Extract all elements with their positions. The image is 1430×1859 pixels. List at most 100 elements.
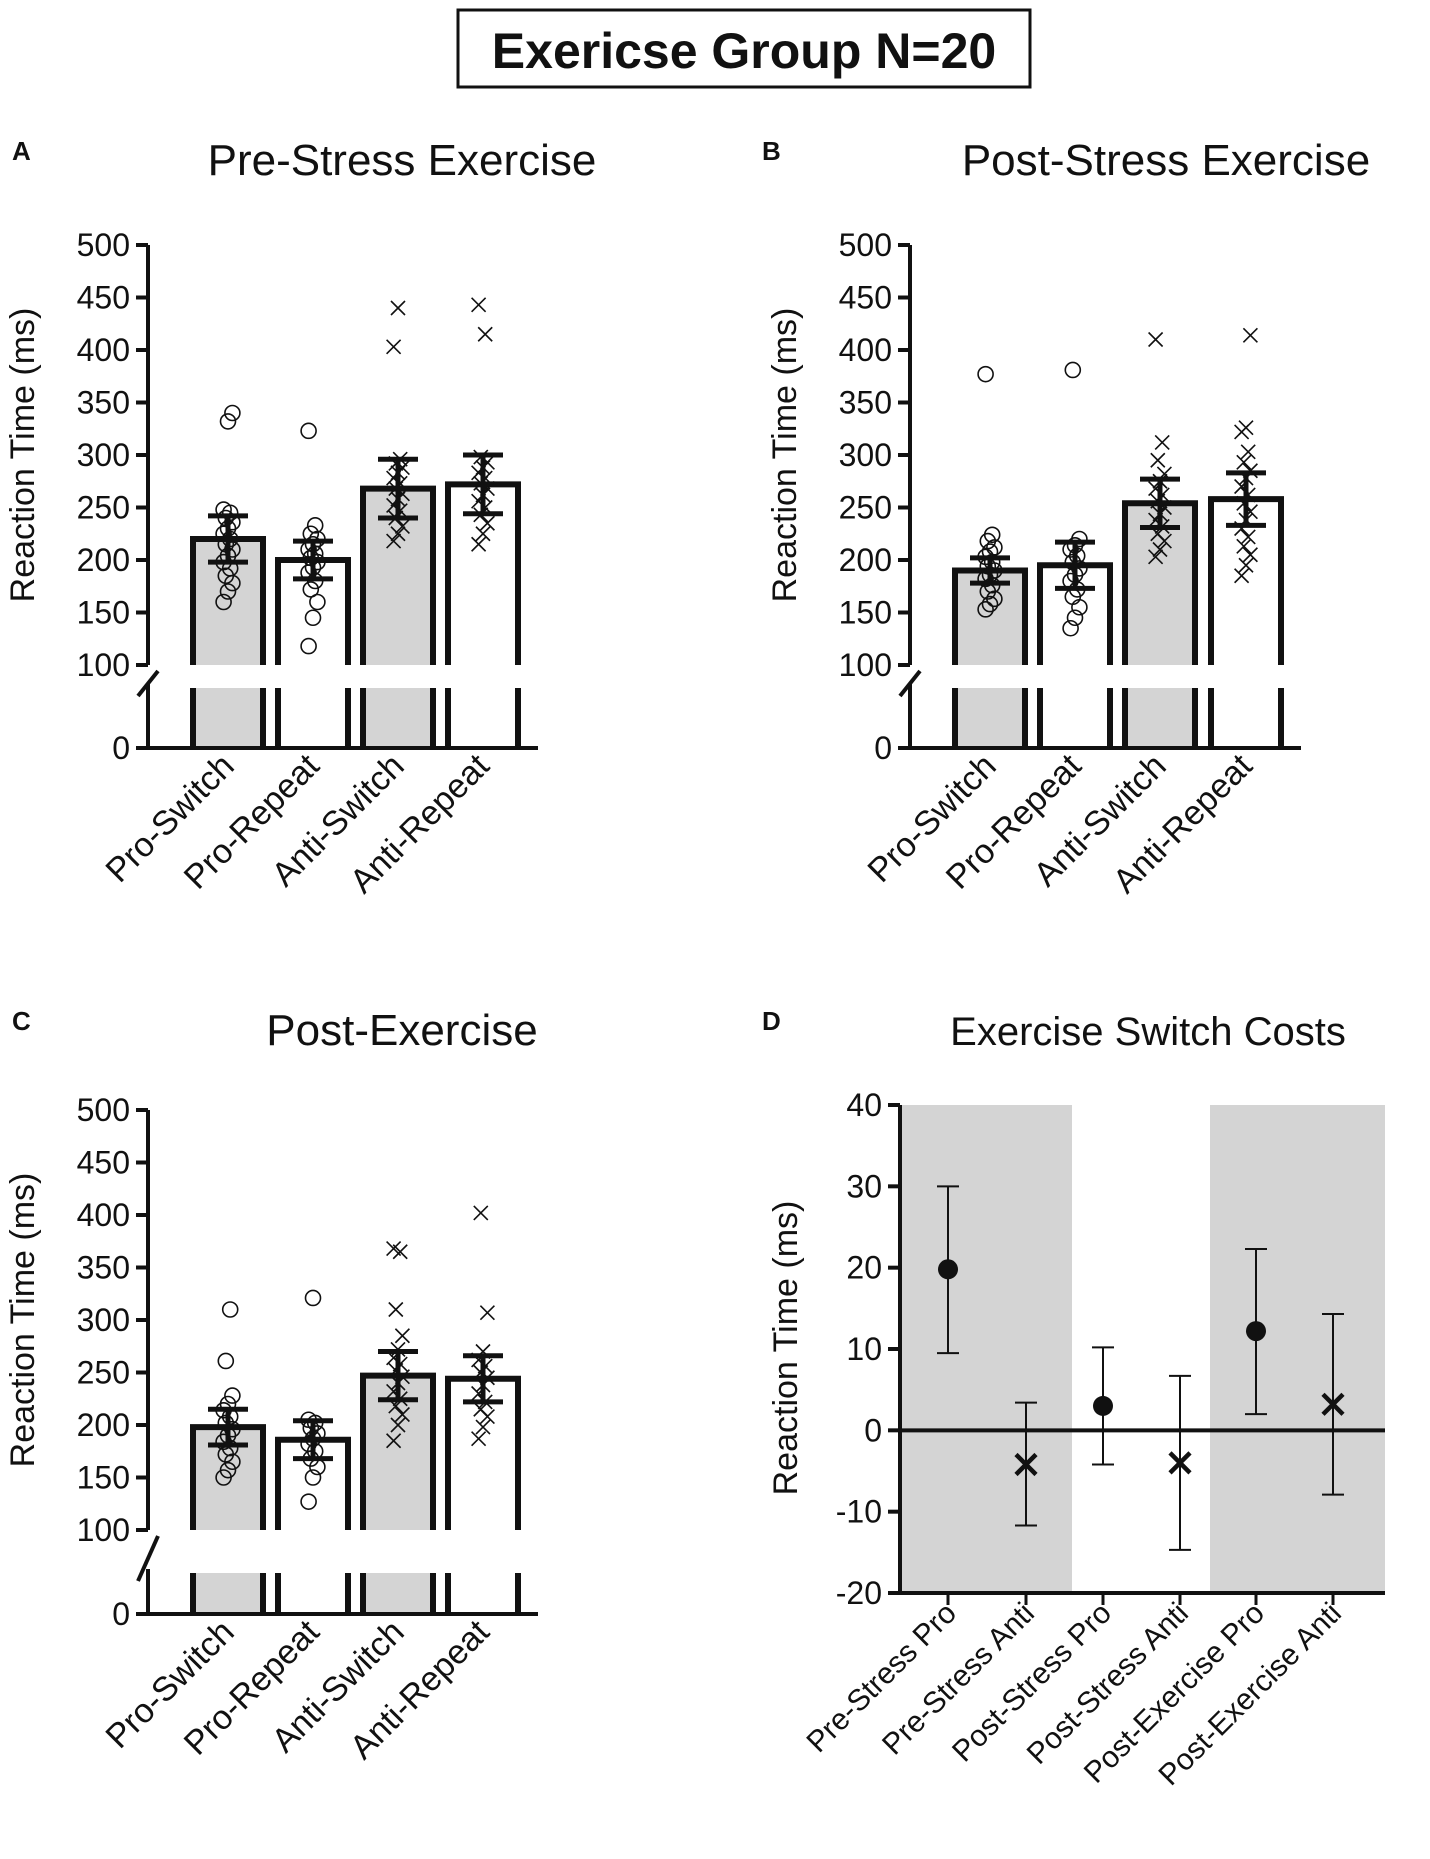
data-point <box>386 1433 402 1449</box>
y-tick-label: 350 <box>77 1250 130 1286</box>
bar-base-pro-switch <box>193 688 263 748</box>
y-tick-label: 150 <box>77 595 130 631</box>
error-bar <box>463 1353 503 1405</box>
axis-break-mark <box>136 1535 160 1582</box>
bar-base-outline <box>1037 688 1113 748</box>
data-point <box>224 1420 241 1438</box>
panel-d-letter: D <box>762 1006 781 1036</box>
data-point <box>981 595 999 613</box>
data-point <box>1152 541 1168 558</box>
data-point <box>473 1401 489 1417</box>
error-bar <box>378 456 418 521</box>
bar-base-outline <box>275 1573 351 1614</box>
y-tick-label: 450 <box>839 280 892 316</box>
bar-base-outline <box>952 688 1028 748</box>
y-tick-label: 250 <box>77 490 130 526</box>
data-point <box>304 609 322 627</box>
mean-point <box>1321 1392 1345 1416</box>
y-tick-label: 150 <box>839 595 892 631</box>
y-tick-label: 30 <box>846 1168 882 1204</box>
data-point <box>300 422 317 440</box>
mean-point <box>1246 1321 1266 1342</box>
bar-base-anti-switch <box>363 688 433 748</box>
error-bar <box>208 513 248 565</box>
y-tick-label: 0 <box>864 1412 882 1448</box>
error-bar <box>1055 539 1095 591</box>
data-point <box>471 536 487 552</box>
data-point <box>1150 452 1166 468</box>
error-bar <box>463 452 503 517</box>
bar-base-pro-repeat <box>1040 688 1110 748</box>
figure-title-frame <box>456 8 1032 89</box>
bar-base-outline <box>445 688 521 748</box>
data-point <box>1238 557 1254 573</box>
data-point <box>1234 568 1250 584</box>
data-point <box>304 1289 322 1307</box>
data-point <box>300 637 317 655</box>
y-tick-label: 300 <box>77 437 130 473</box>
bar-pro-switch <box>955 570 1025 665</box>
mean-point <box>1014 1452 1038 1477</box>
error-bar <box>1140 476 1180 530</box>
panel-b: B Post-Stress Exercise Reaction Time (ms)… <box>762 136 1370 901</box>
bar-base-outline <box>1208 688 1284 748</box>
data-point <box>977 570 994 588</box>
data-point <box>386 1241 402 1257</box>
data-point <box>977 365 994 383</box>
data-point <box>219 1461 237 1479</box>
bar-base-pro-switch <box>193 1573 263 1614</box>
mean-point <box>938 1259 958 1280</box>
panel-d: D Exercise Switch Costs Reaction Time (ms… <box>762 1006 1385 1792</box>
data-point <box>394 1328 410 1344</box>
data-point <box>394 518 410 534</box>
y-tick-label: 350 <box>839 385 892 421</box>
y-axis-label: Reaction Time (ms) <box>4 1173 42 1468</box>
y-tick-label: 200 <box>839 542 892 578</box>
y-tick-label: 10 <box>846 1331 882 1367</box>
shaded-band <box>900 1105 1072 1593</box>
data-point <box>1236 538 1252 554</box>
data-point <box>386 533 402 549</box>
data-point <box>986 539 1003 556</box>
data-point <box>479 515 495 531</box>
data-point <box>217 1352 235 1370</box>
data-point <box>390 1417 406 1433</box>
data-point <box>219 413 237 430</box>
y-tick-label: 0 <box>112 1596 130 1632</box>
y-tick-label: 450 <box>77 1145 130 1181</box>
data-point <box>1242 327 1258 343</box>
y-tick-label: 400 <box>839 332 892 368</box>
mean-point <box>1093 1395 1113 1416</box>
bar-base-outline <box>1122 688 1198 748</box>
axis-break-mark <box>898 669 922 698</box>
y-tick-label: 0 <box>874 730 892 766</box>
bar-base-pro-repeat <box>278 688 348 748</box>
chart-title: Pre-Stress Exercise <box>208 136 597 185</box>
data-point <box>302 581 320 598</box>
data-point <box>1242 547 1258 563</box>
y-axis-label: Reaction Time (ms) <box>4 308 42 603</box>
error-bar <box>293 1418 333 1462</box>
data-point <box>473 1205 489 1221</box>
error-bar <box>208 1406 248 1448</box>
bar-anti-switch <box>1125 503 1195 665</box>
data-point <box>475 526 491 542</box>
y-tick-label: 200 <box>77 542 130 578</box>
bar-base-outline <box>360 1573 436 1614</box>
y-tick-label: 300 <box>77 1302 130 1338</box>
data-point <box>224 1387 241 1404</box>
error-bar <box>1226 470 1266 528</box>
y-tick-label: 250 <box>839 490 892 526</box>
bar-base-anti-switch <box>1125 688 1195 748</box>
data-point <box>304 1469 322 1486</box>
y-axis-label: Reaction Time (ms) <box>767 1201 805 1496</box>
data-point <box>471 297 487 313</box>
y-tick-label: 150 <box>77 1460 130 1496</box>
data-point <box>983 526 1001 544</box>
panel-c-letter: C <box>12 1006 31 1036</box>
y-tick-label: -10 <box>836 1494 882 1530</box>
data-point <box>471 1431 487 1447</box>
data-point <box>977 601 994 618</box>
bar-base-anti-switch <box>363 1573 433 1614</box>
